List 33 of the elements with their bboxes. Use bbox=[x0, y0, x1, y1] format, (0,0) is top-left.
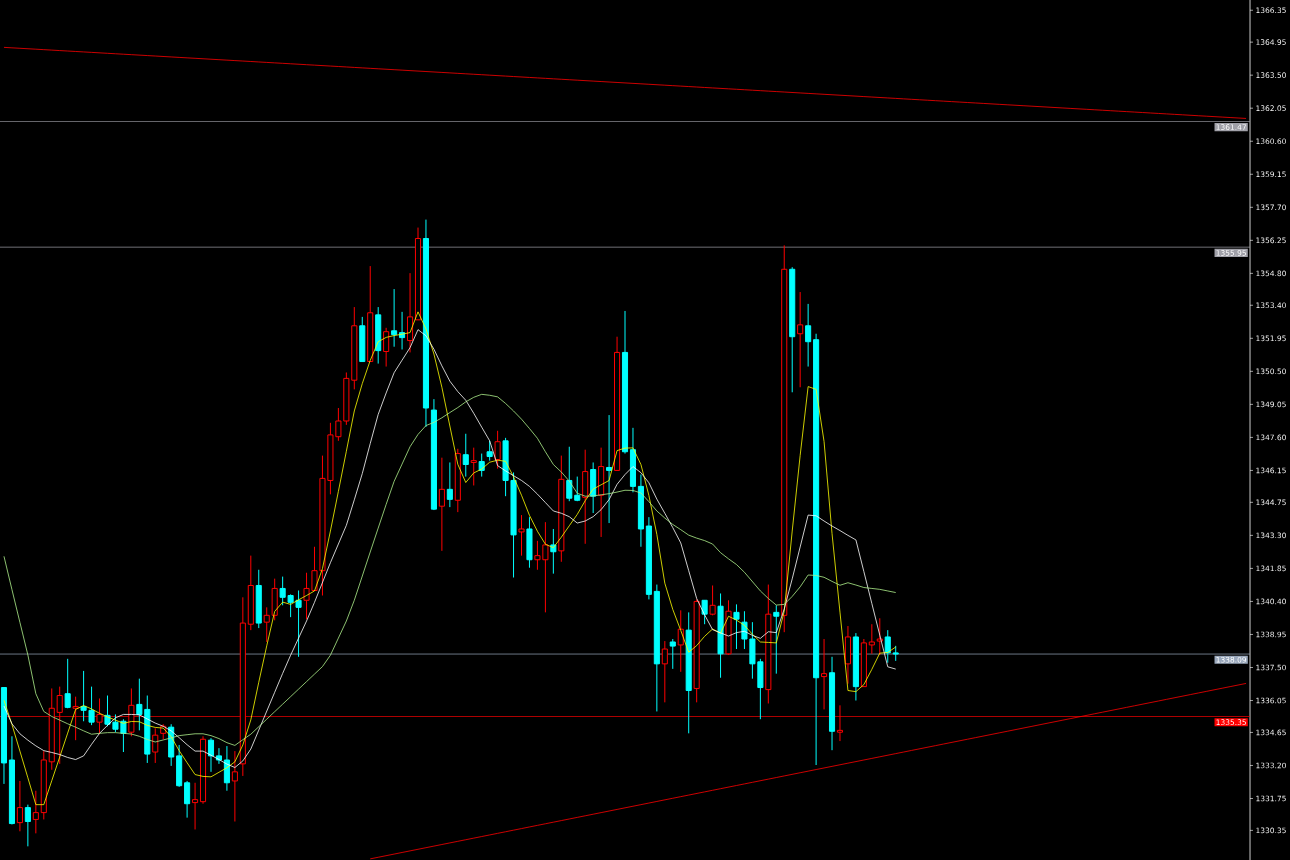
candlestick bbox=[446, 461, 453, 508]
candlestick bbox=[64, 658, 71, 709]
candlestick bbox=[231, 750, 238, 822]
candlestick bbox=[661, 640, 668, 703]
candlestick bbox=[16, 780, 23, 832]
candlestick bbox=[669, 638, 676, 670]
candlestick bbox=[566, 446, 573, 502]
candlestick bbox=[709, 584, 716, 616]
candlestick bbox=[550, 528, 557, 575]
candlestick bbox=[462, 433, 469, 478]
candlestick bbox=[701, 599, 708, 625]
candlestick bbox=[32, 790, 39, 834]
candlestick bbox=[438, 457, 445, 552]
candlestick bbox=[152, 727, 159, 764]
candlestick bbox=[184, 780, 191, 819]
candlestick bbox=[884, 629, 891, 664]
candlestick bbox=[821, 638, 828, 710]
candlestick bbox=[868, 623, 875, 655]
candlestick bbox=[518, 514, 525, 557]
candlestick bbox=[24, 804, 31, 847]
candlestick bbox=[470, 447, 477, 486]
candlestick bbox=[574, 476, 581, 502]
candlestick bbox=[391, 288, 398, 348]
candlestick bbox=[494, 430, 501, 470]
candlestick bbox=[192, 782, 199, 830]
candlestick bbox=[486, 440, 493, 462]
candlestick bbox=[773, 604, 780, 675]
candlestick bbox=[383, 327, 390, 368]
candlestick bbox=[805, 303, 812, 368]
candlestick bbox=[797, 291, 804, 388]
candlestick bbox=[606, 414, 613, 524]
candlestick bbox=[733, 603, 740, 650]
candlestick bbox=[207, 737, 215, 773]
